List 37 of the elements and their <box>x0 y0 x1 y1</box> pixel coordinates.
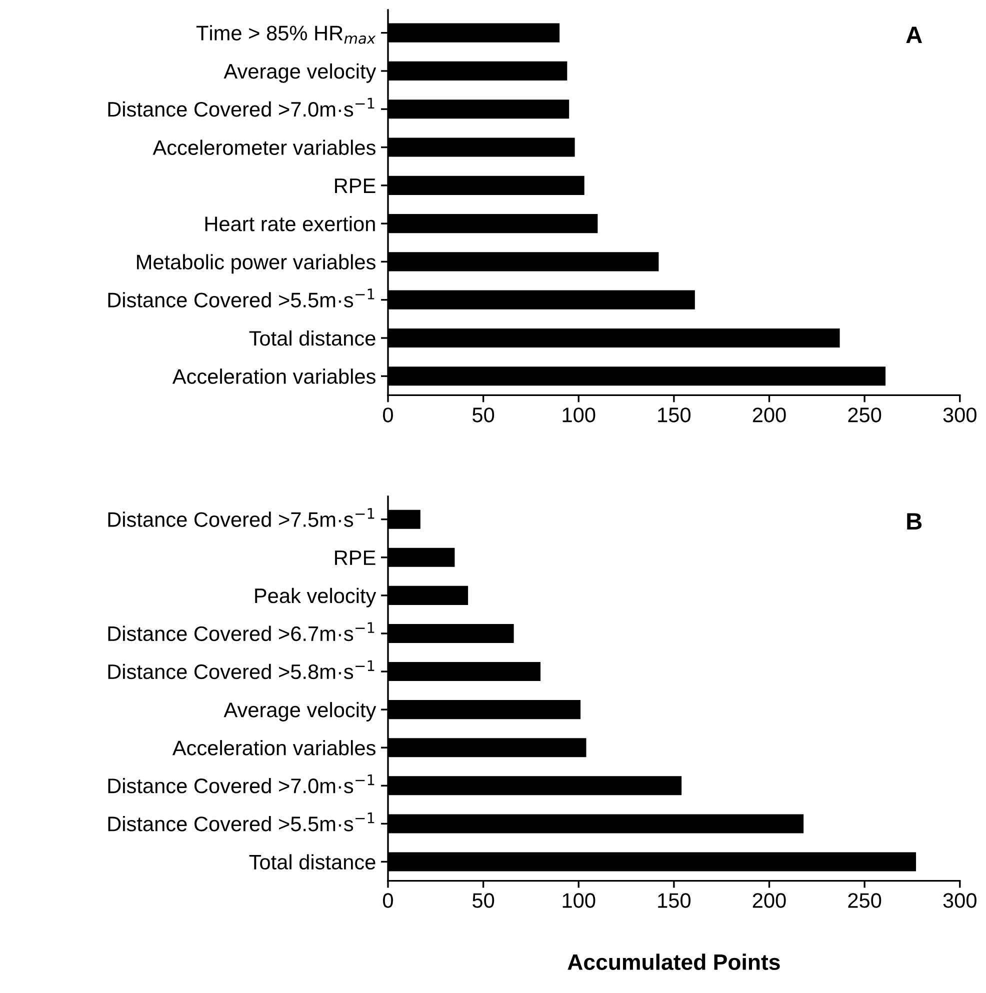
x-tick-label: 100 <box>562 408 596 422</box>
x-tick-label: 150 <box>658 893 690 908</box>
x-tick-label: 200 <box>752 893 786 908</box>
x-tick-label: 300 <box>943 893 976 908</box>
x-tick-label: 200 <box>752 408 786 422</box>
annotation: A <box>906 26 922 44</box>
x-tick-label: 100 <box>562 893 596 908</box>
y-tick-label: RPE <box>335 550 376 565</box>
y-tick-label: RPE <box>335 178 376 193</box>
y-tick-label: Total distance <box>249 330 376 346</box>
x-tick-label: 0 <box>383 893 393 908</box>
x-axis-title: Accumulated Points <box>568 954 780 970</box>
x-tick-label: 50 <box>472 893 494 908</box>
y-tick-label: Accelerometer variables <box>152 140 376 156</box>
x-tick-label: 250 <box>848 893 882 908</box>
y-tick-label: Distance Covered >6.7m·s$^{−1}$ <box>108 622 374 642</box>
y-tick-label: Distance Covered >7.5m·s$^{−1}$ <box>108 508 374 527</box>
y-tick-label: Distance Covered >5.5m·s$^{−1}$ <box>108 288 374 308</box>
x-tick-label: 150 <box>658 408 690 422</box>
y-tick-label: Average velocity <box>224 63 376 83</box>
x-tick-label: 50 <box>472 408 494 422</box>
y-tick-label: Metabolic power variables <box>137 254 376 274</box>
y-tick-label: Peak velocity <box>255 588 376 608</box>
y-tick-label: Distance Covered >5.8m·s$^{−1}$ <box>108 660 374 680</box>
y-tick-label: Heart rate exertion <box>205 216 375 232</box>
y-tick-label: Time > 85% HR$_{max}$ <box>196 25 376 44</box>
x-tick-label: 300 <box>943 408 976 422</box>
y-tick-label: Average velocity <box>224 702 376 722</box>
x-tick-label: 0 <box>383 408 393 422</box>
y-tick-label: Acceleration variables <box>172 740 376 756</box>
y-tick-label: Acceleration variables <box>172 368 376 384</box>
y-tick-label: Distance Covered >7.0m·s$^{−1}$ <box>108 98 374 117</box>
y-tick-label: Total distance <box>249 854 376 870</box>
x-tick-label: 250 <box>848 408 882 422</box>
y-tick-label: Distance Covered >7.0m·s$^{−1}$ <box>108 774 374 794</box>
y-tick-label: Distance Covered >5.5m·s$^{−1}$ <box>108 812 374 832</box>
annotation: B <box>907 513 922 530</box>
